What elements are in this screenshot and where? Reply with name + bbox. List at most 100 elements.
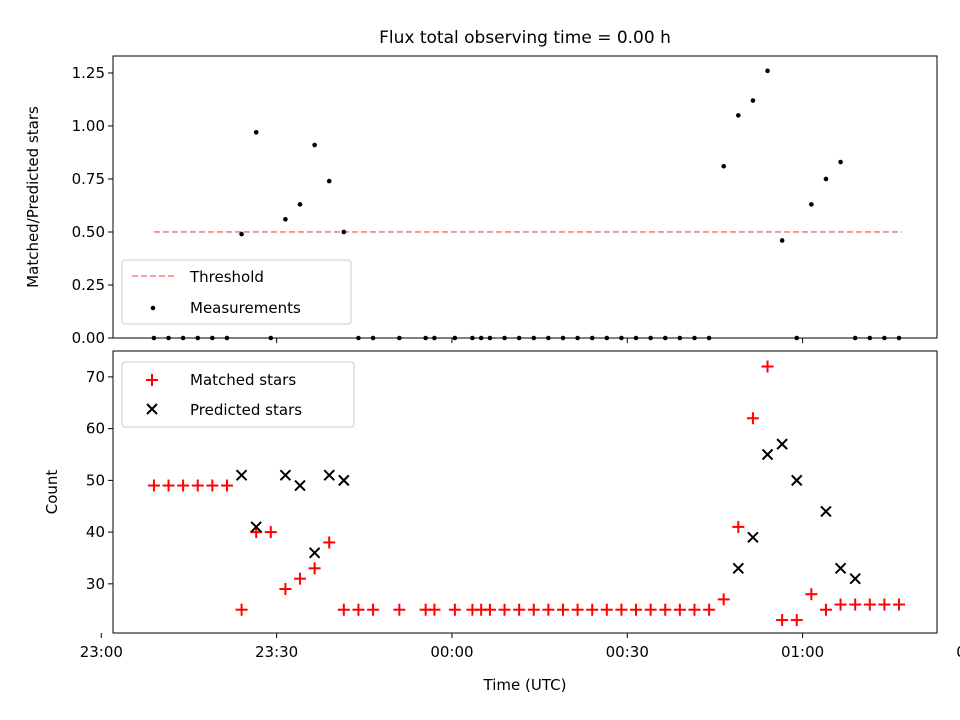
- matched-star-point: [498, 603, 511, 616]
- count-x-axis: 22:3023:0023:3000:0000:3001:0001:3002:00…: [80, 633, 960, 661]
- measurements-legend-label: Measurements: [190, 299, 301, 317]
- matched-star-point: [630, 603, 643, 616]
- matched-star-point: [732, 520, 745, 533]
- matched-star-point: [834, 598, 847, 611]
- predicted-legend-label: Predicted stars: [190, 401, 302, 419]
- ratio-x-ticks: [276, 338, 804, 343]
- matched-star-point: [513, 603, 526, 616]
- matched-star-point: [746, 412, 759, 425]
- predicted-star-point: [761, 448, 774, 461]
- ratio-y-tick-label: 1.00: [72, 117, 105, 135]
- measurement-point: [838, 159, 843, 165]
- matched-star-point: [600, 603, 613, 616]
- predicted-legend-swatch: [146, 403, 158, 415]
- measurement-point: [721, 163, 726, 169]
- ratio-y-tick-label: 0.50: [72, 223, 105, 241]
- matched-star-point: [393, 603, 406, 616]
- matched-star-point: [220, 479, 233, 492]
- predicted-star-point: [338, 474, 350, 487]
- ratio-legend-box: [121, 259, 352, 325]
- chart-title: Flux total observing time = 0.00 h: [379, 28, 671, 48]
- x-tick-label: 01:30: [956, 643, 960, 661]
- count-y-tick-label: 70: [86, 368, 105, 386]
- count-marks: [147, 360, 906, 627]
- matched-star-point: [673, 603, 686, 616]
- ratio-y-tick-label: 1.25: [72, 64, 105, 82]
- predicted-star-point: [250, 521, 262, 533]
- matched-legend-swatch: [146, 374, 158, 386]
- count-y-axis-label: Count: [43, 470, 61, 515]
- matched-star-point: [308, 562, 321, 575]
- x-tick-label: 01:00: [781, 643, 824, 661]
- count-y-tick-label: 60: [86, 420, 105, 438]
- measurement-point: [779, 238, 785, 243]
- x-tick-label: 00:00: [430, 643, 473, 661]
- measurement-point: [736, 113, 741, 118]
- matched-star-point: [893, 598, 906, 611]
- matched-star-point: [279, 583, 292, 596]
- predicted-star-point: [732, 562, 745, 575]
- measurement-point: [341, 229, 347, 235]
- matched-star-point: [761, 360, 774, 373]
- predicted-star-point: [235, 469, 248, 481]
- measurement-point: [750, 98, 756, 103]
- predicted-star-point: [776, 438, 788, 450]
- ratio-y-tick-label: 0.00: [72, 329, 105, 347]
- x-axis-label: Time (UTC): [483, 676, 567, 694]
- matched-star-point: [162, 479, 175, 492]
- matched-star-point: [191, 479, 204, 492]
- matched-star-point: [849, 598, 862, 611]
- matched-star-point: [235, 603, 248, 616]
- predicted-star-point: [849, 572, 861, 585]
- measurements-legend-swatch: [150, 305, 156, 311]
- matched-star-point: [688, 603, 701, 616]
- predicted-star-point: [294, 479, 306, 492]
- measurement-point: [312, 142, 317, 148]
- matched-star-point: [805, 588, 818, 601]
- matched-star-point: [556, 603, 569, 616]
- matched-star-point: [147, 479, 160, 492]
- measurement-point: [809, 202, 814, 207]
- predicted-star-point: [834, 562, 847, 575]
- matched-star-point: [367, 603, 380, 616]
- count-legend-box: [121, 361, 355, 428]
- matched-star-point: [644, 603, 657, 616]
- matched-star-point: [264, 526, 277, 539]
- count-y-tick-label: 30: [86, 575, 105, 593]
- matched-star-point: [206, 479, 219, 492]
- measurement-point: [823, 176, 829, 182]
- ratio-marks: [151, 68, 902, 341]
- ratio-legend: Threshold Measurements: [121, 259, 352, 325]
- ratio-y-tick-label: 0.25: [72, 276, 105, 294]
- matched-star-point: [542, 603, 555, 616]
- matched-star-point: [615, 603, 628, 616]
- matched-star-point: [878, 598, 891, 611]
- ratio-panel: 0.00 0.25 0.50 0.75 1.00 1.25 Matched/Predict…: [24, 55, 938, 347]
- matched-star-point: [776, 614, 789, 627]
- x-tick-label: 00:30: [606, 643, 649, 661]
- predicted-star-point: [308, 547, 321, 559]
- x-tick-label: 23:00: [80, 643, 123, 661]
- threshold-legend-label: Threshold: [189, 268, 264, 286]
- matched-star-point: [659, 603, 672, 616]
- ratio-y-tick-label: 0.75: [72, 170, 105, 188]
- matched-legend-label: Matched stars: [190, 371, 296, 389]
- ratio-y-axis-label: Matched/Predicted stars: [24, 106, 42, 288]
- matched-star-point: [819, 603, 832, 616]
- predicted-star-point: [747, 531, 759, 543]
- matched-star-point: [586, 603, 599, 616]
- matched-star-point: [294, 572, 307, 585]
- measurement-point: [253, 130, 259, 135]
- predicted-star-point: [791, 474, 803, 487]
- count-y-tick-label: 40: [86, 523, 105, 541]
- predicted-star-point: [820, 505, 832, 518]
- count-axes-frame: [112, 350, 938, 634]
- matched-star-point: [483, 603, 496, 616]
- matched-star-point: [527, 603, 540, 616]
- matched-star-point: [352, 603, 365, 616]
- matched-star-point: [571, 603, 584, 616]
- ratio-y-axis: 0.00 0.25 0.50 0.75 1.00 1.25: [72, 64, 113, 347]
- matched-star-point: [177, 479, 190, 492]
